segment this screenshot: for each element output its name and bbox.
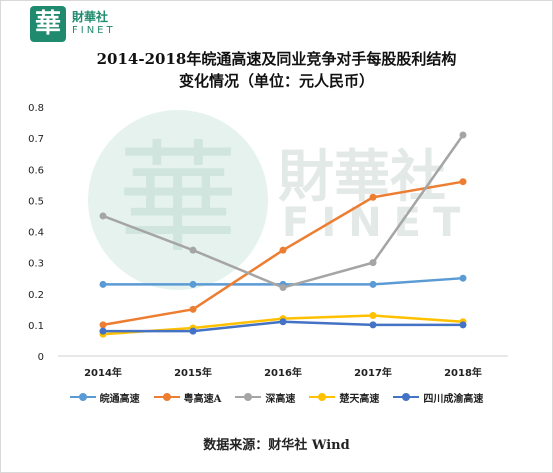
x-tick-label: 2014年 [84,366,122,379]
legend-label: 楚天高速 [339,393,380,405]
data-point [99,280,107,288]
logo-en-text: FINET [72,25,116,36]
y-tick-label: 0.8 [28,103,44,114]
legend-item: 深高速 [235,390,295,405]
logo-glyph: 華 [30,6,66,42]
legend-swatch [235,391,262,403]
legend-label: 深高速 [265,393,296,405]
data-point [189,280,197,288]
data-source-note: 数据来源：财华社 Wind [203,438,350,453]
y-tick-label: 0.5 [28,196,44,207]
x-axis-ticks: 2014年 2015年 2016年 2017年 2018年 [84,366,482,379]
y-tick-label: 0.1 [28,321,44,332]
data-point [369,193,377,201]
y-tick-label: 0 [38,352,44,363]
series-line [102,134,465,289]
x-tick-label: 2016年 [264,366,302,379]
data-point [459,321,467,329]
y-tick-label: 0.6 [28,165,44,176]
chart-legend: 皖通高速 粤高速A 深高速 楚天高速 四川成渝高速 [0,388,553,406]
legend-swatch [69,391,96,403]
data-point [189,246,197,254]
legend-item: 皖通高速 [69,390,140,405]
x-tick-label: 2017年 [354,366,392,379]
data-point [459,274,467,282]
data-point [99,212,107,220]
data-point [369,280,377,288]
logo-cn-text: 財華社 [72,10,109,24]
legend-swatch [309,391,336,403]
data-point [99,327,107,335]
y-tick-label: 0.3 [28,259,44,270]
data-point [279,318,287,326]
legend-swatch [393,391,420,403]
legend-label: 皖通高速 [99,393,140,405]
y-tick-label: 0.2 [28,290,44,301]
data-point [369,312,377,320]
legend-item: 四川成渝高速 [393,390,483,405]
y-tick-label: 0.4 [28,228,44,239]
data-point [459,178,467,186]
x-tick-label: 2015年 [174,366,212,379]
legend-label: 四川成渝高速 [423,393,484,405]
y-tick-label: 0.7 [28,134,44,145]
data-point [369,321,377,329]
legend-swatch [153,391,180,403]
series-group [99,131,467,338]
data-point [459,131,467,139]
data-point [369,259,377,267]
x-tick-label: 2018年 [444,366,482,379]
data-point [99,321,107,329]
chart-title-line2: 变化情况（单位：元人民币） [178,72,374,90]
y-axis-ticks: 0 0.1 0.2 0.3 0.4 0.5 0.6 0.7 0.8 [28,103,44,363]
legend-label: 粤高速A [183,393,222,405]
chart-title-line1: 2014-2018年皖通高速及同业竞争对手每股股利结构 [96,50,457,68]
data-point [189,327,197,335]
finet-logo: 華 財華社 FINET [30,6,220,42]
legend-item: 楚天高速 [309,390,379,405]
legend-item: 粤高速A [153,390,222,405]
data-point [189,305,197,313]
data-point [279,246,287,254]
data-point [279,284,287,292]
